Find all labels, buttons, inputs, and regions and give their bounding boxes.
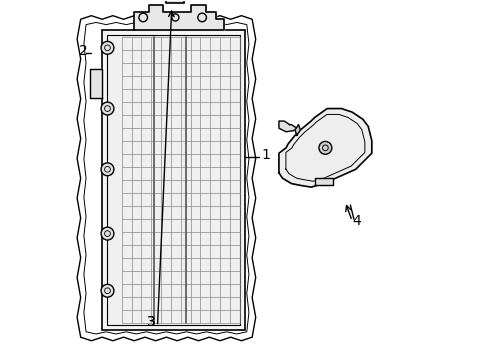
Bar: [167, 0, 184, 3]
Text: 2: 2: [79, 44, 88, 58]
Bar: [102, 30, 245, 330]
Polygon shape: [90, 69, 102, 98]
Bar: [107, 35, 240, 325]
Circle shape: [101, 102, 114, 115]
Circle shape: [101, 41, 114, 54]
Text: 3: 3: [147, 315, 155, 329]
Text: 3: 3: [147, 315, 155, 329]
Text: 1: 1: [261, 148, 270, 162]
Polygon shape: [279, 109, 372, 187]
Circle shape: [101, 227, 114, 240]
Circle shape: [101, 284, 114, 297]
Text: 4: 4: [352, 213, 361, 228]
Circle shape: [101, 163, 114, 176]
Polygon shape: [315, 178, 333, 185]
Polygon shape: [134, 5, 223, 30]
Circle shape: [319, 141, 332, 154]
Polygon shape: [279, 121, 297, 132]
Polygon shape: [295, 125, 300, 135]
